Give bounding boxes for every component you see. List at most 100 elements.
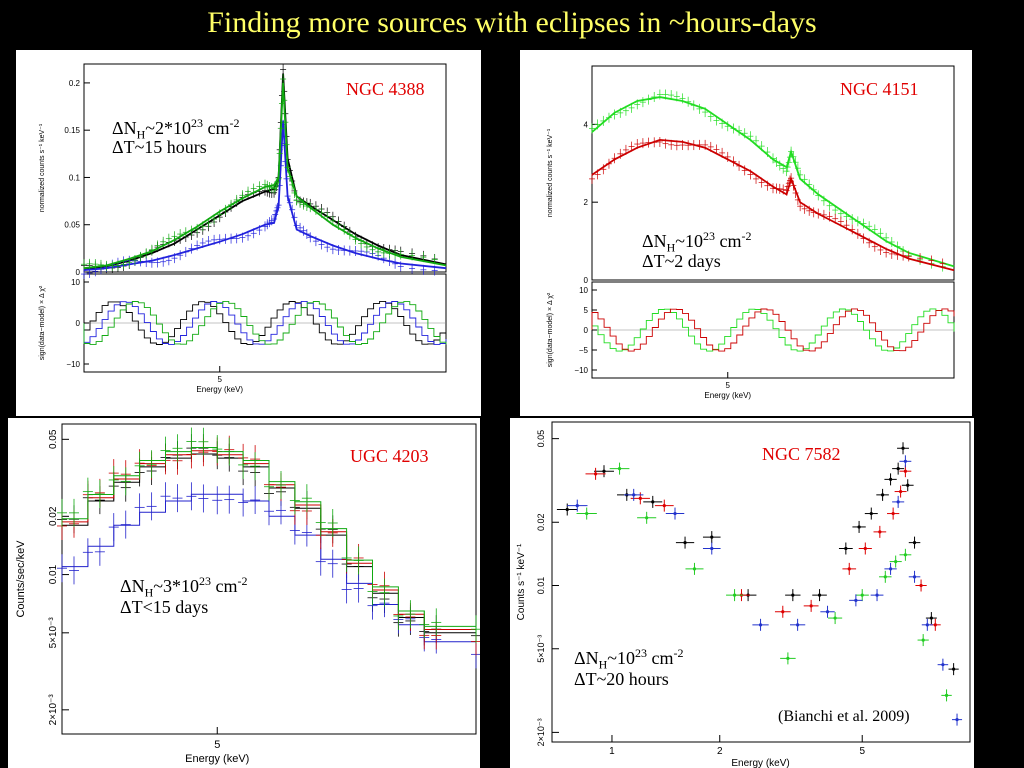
chart-title: UGC 4203 — [350, 446, 429, 466]
data-point — [903, 553, 907, 557]
dt-annotation: ΔT<15 days — [120, 597, 209, 617]
nh-annotation: ΔNH~1023 cm-2 — [642, 229, 752, 255]
x-axis-label: Energy (keV) — [196, 385, 243, 394]
data-point — [617, 467, 622, 471]
chart-title: NGC 7582 — [762, 444, 841, 464]
chart-title: NGC 4151 — [840, 79, 919, 99]
data-point — [781, 610, 785, 614]
dt-annotation: ΔT~20 hours — [574, 669, 669, 689]
data-point — [896, 467, 900, 471]
data-point — [869, 511, 873, 516]
x-tick-label: 5 — [859, 746, 865, 757]
x-tick-label: 1 — [609, 746, 615, 757]
y-tick-label: 0.01 — [48, 564, 59, 584]
data-point — [817, 593, 822, 597]
data-point — [758, 623, 763, 627]
data-point — [593, 472, 598, 476]
data-point — [883, 575, 887, 579]
chart-panel-ugc4203: 0.05 0.02 0.01 5×10⁻³ 2×10⁻³ Counts/sec/keV 5 E… — [8, 418, 480, 768]
x-tick-label: 5 — [214, 739, 220, 751]
chart-ngc4151: 4 2 0 normalized counts s⁻¹ keV⁻¹ 10 5 0 −5 −10 s… — [547, 65, 955, 400]
y-tick-label: 0.05 — [64, 221, 80, 230]
y-tick-label: 5×10⁻³ — [536, 635, 546, 663]
chart-ugc4203: 0.05 0.02 0.01 5×10⁻³ 2×10⁻³ Counts/sec/keV 5 E… — [15, 423, 480, 765]
data-point — [857, 525, 861, 529]
residual-series — [591, 308, 955, 352]
data-point — [825, 610, 830, 614]
data-point — [880, 493, 885, 497]
y-axis-label: sign(data−model) × Δ χ² — [547, 292, 554, 367]
y-tick-label: 10 — [579, 286, 588, 295]
plot-frame — [551, 421, 971, 743]
y-tick-label: 0.2 — [69, 79, 81, 88]
data-point — [929, 616, 933, 620]
series-line — [83, 82, 447, 270]
data-point — [585, 511, 589, 516]
y-axis-label: normalized counts s⁻¹ keV⁻¹ — [39, 123, 46, 212]
chart-title: NGC 4388 — [346, 79, 425, 99]
y-tick-label: 0.05 — [48, 429, 59, 449]
y-tick-label: 0.1 — [69, 173, 81, 182]
chart-panel-ngc4388: 0.2 0.15 0.1 0.05 0 normalized counts s⁻¹ keV… — [16, 50, 481, 416]
data-point — [944, 693, 949, 697]
data-point — [602, 469, 606, 473]
x-tick-label: 5 — [218, 375, 223, 384]
x-axis-label: Energy (keV) — [704, 391, 751, 400]
data-point — [847, 567, 851, 571]
y-tick-label: −10 — [574, 366, 588, 375]
y-tick-label: 0 — [76, 319, 81, 328]
series-line — [62, 447, 477, 636]
citation: (Bianchi et al. 2009) — [778, 708, 910, 725]
plot-frame — [591, 65, 955, 281]
y-tick-label: 0.01 — [536, 577, 546, 595]
nh-annotation: ΔNH~1023 cm-2 — [574, 646, 684, 672]
data-point — [888, 477, 893, 481]
data-point — [912, 541, 917, 545]
x-axis-label: Energy (keV) — [731, 758, 789, 768]
data-point — [903, 469, 907, 473]
slide-title: Finding more sources with eclipses in ~h… — [207, 6, 817, 39]
data-point — [860, 593, 864, 597]
data-point — [901, 446, 905, 450]
y-axis-label: normalized counts s⁻¹ keV⁻¹ — [547, 128, 554, 217]
y-axis-label: sign(data−model) × Δ χ² — [39, 285, 46, 360]
x-tick-label: 2 — [717, 746, 723, 757]
chart-ngc7582: 0.05 0.02 0.01 5×10⁻³ 2×10⁻³ Counts s⁻¹ keV⁻¹… — [516, 421, 971, 768]
data-point — [955, 718, 959, 722]
y-tick-label: 0.02 — [536, 513, 546, 531]
nh-annotation: ΔNH~3*1023 cm-2 — [120, 574, 248, 600]
data-point — [710, 535, 714, 539]
data-point — [878, 530, 882, 534]
data-point — [863, 546, 867, 551]
y-tick-label: 2 — [584, 198, 589, 207]
data-point — [632, 493, 636, 497]
data-point — [891, 511, 895, 516]
series-line — [83, 73, 447, 271]
y-tick-label: 5 — [584, 306, 589, 315]
data-point — [786, 656, 790, 660]
data-point — [692, 567, 697, 571]
residual-series — [83, 300, 447, 345]
chart-panel-ngc4151: 4 2 0 normalized counts s⁻¹ keV⁻¹ 10 5 0 −5 −10 s… — [520, 50, 972, 416]
x-tick-label: 5 — [726, 381, 731, 390]
data-point — [683, 541, 687, 545]
data-point — [854, 598, 858, 602]
data-point — [894, 559, 898, 564]
y-tick-label: 10 — [71, 278, 80, 287]
y-tick-label: 0 — [584, 276, 589, 285]
data-point — [791, 593, 795, 597]
nh-annotation: ΔNH~2*1023 cm-2 — [112, 116, 240, 142]
y-tick-label: 0.02 — [48, 506, 59, 526]
data-point — [638, 496, 642, 500]
data-point — [809, 604, 813, 608]
chart-panel-ngc7582: 0.05 0.02 0.01 5×10⁻³ 2×10⁻³ Counts s⁻¹ keV⁻¹… — [510, 418, 974, 768]
y-tick-label: 2×10⁻³ — [48, 694, 59, 726]
y-tick-label: −10 — [66, 360, 80, 369]
data-point — [732, 593, 737, 597]
data-point — [796, 623, 800, 627]
data-point — [565, 507, 569, 512]
data-point — [662, 504, 666, 508]
data-point — [888, 567, 893, 571]
y-tick-label: 4 — [584, 120, 589, 129]
y-tick-label: 2×10⁻³ — [536, 718, 546, 746]
